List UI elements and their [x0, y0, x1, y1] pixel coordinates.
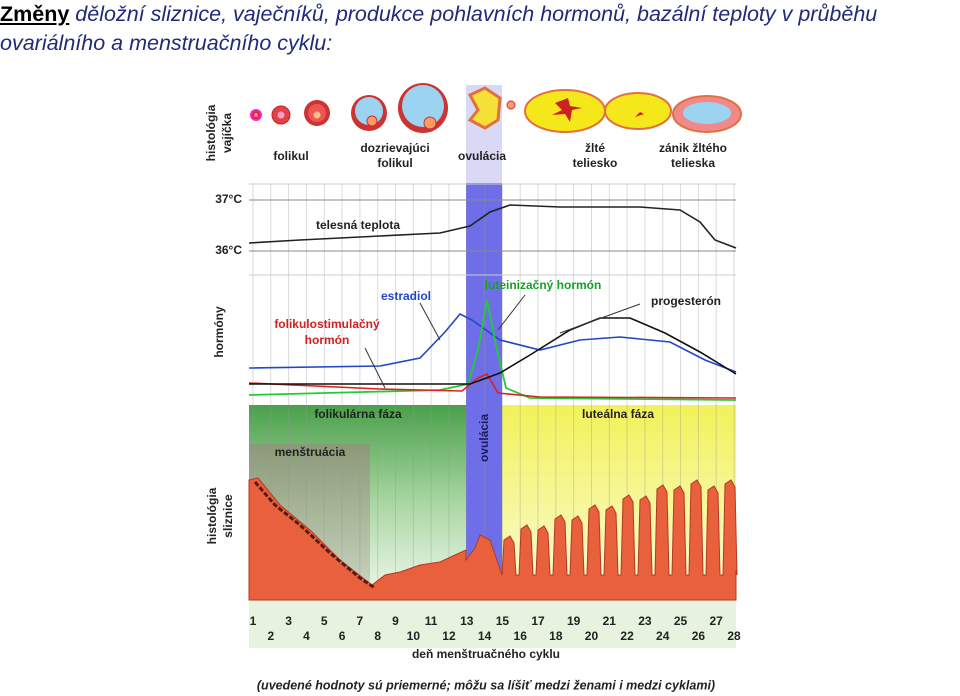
day-label: 9 — [392, 614, 399, 628]
hormone-label: progesterón — [651, 294, 721, 308]
day-label: 2 — [267, 629, 274, 643]
hormone-label: folikulostimulačný — [274, 317, 380, 331]
day-label: 1 — [250, 614, 257, 628]
row-label: vajíčka — [220, 113, 234, 153]
phase-label: menštruácia — [275, 445, 346, 459]
row-label: hormóny — [212, 306, 226, 358]
day-label: 26 — [692, 629, 706, 643]
note: (uvedené hodnoty sú priemerné; môžu sa l… — [257, 678, 715, 692]
day-label: 4 — [303, 629, 310, 643]
day-label: 5 — [321, 614, 328, 628]
day-label: 8 — [374, 629, 381, 643]
phase-label: folikulárna fáza — [314, 407, 402, 421]
stage-label: folikul — [273, 149, 308, 163]
temp-tick: 37°C — [215, 192, 242, 206]
title-text: děložní sliznice, vaječníků, produkce po… — [0, 2, 878, 55]
stage-label: teliesko — [573, 156, 618, 170]
day-label: 7 — [357, 614, 364, 628]
pointer-lines — [364, 294, 641, 389]
phase-label: ovulácia — [477, 414, 491, 462]
day-label: 17 — [531, 614, 545, 628]
temp-tick: 36°C — [215, 243, 242, 257]
row-label: histológia — [204, 104, 218, 161]
endometrium — [248, 477, 738, 601]
hormone-label: luteinizačný hormón — [485, 278, 602, 292]
row-label: sliznice — [221, 494, 235, 538]
day-label: 12 — [442, 629, 456, 643]
x-label: deň menštruačného cyklu — [412, 647, 560, 661]
day-labels: 1234567891011121314151617181920212223242… — [250, 614, 741, 643]
day-label: 24 — [656, 629, 670, 643]
day-label: 20 — [585, 629, 599, 643]
temp-label: telesná teplota — [316, 218, 400, 232]
stage-label: dozrievajúci — [360, 141, 429, 155]
day-label: 25 — [674, 614, 688, 628]
day-label: 11 — [425, 614, 438, 628]
hormone-label: estradiol — [381, 289, 431, 303]
day-label: 13 — [460, 614, 474, 628]
temperature-curve — [248, 204, 737, 249]
fsh-curve — [248, 372, 737, 399]
stage-label: ovulácia — [458, 149, 506, 163]
day-label: 3 — [285, 614, 292, 628]
egg-icons — [250, 83, 742, 133]
day-label: 14 — [478, 629, 492, 643]
stage-label: zánik žltého — [659, 141, 727, 155]
day-label: 23 — [638, 614, 652, 628]
phase-label: luteálna fáza — [582, 407, 654, 421]
title: Změny děložní sliznice, vaječníků, produ… — [0, 0, 955, 58]
day-label: 19 — [567, 614, 581, 628]
day-label: 18 — [549, 629, 563, 643]
row-label: histológia — [205, 487, 219, 544]
hormone-label: hormón — [305, 333, 350, 347]
day-label: 22 — [620, 629, 634, 643]
stage-label: žlté — [585, 141, 605, 155]
day-label: 16 — [514, 629, 528, 643]
estradiol-curve — [248, 313, 737, 373]
day-label: 27 — [710, 614, 724, 628]
day-label: 28 — [727, 629, 741, 643]
stage-label: telieska — [671, 156, 715, 170]
day-label: 10 — [407, 629, 421, 643]
stage-label: folikul — [377, 156, 412, 170]
ovulation-band — [466, 183, 502, 600]
day-label: 6 — [339, 629, 346, 643]
axis-area — [249, 600, 736, 648]
shed-layer — [253, 481, 376, 590]
day-label: 15 — [496, 614, 510, 628]
day-label: 21 — [603, 614, 617, 628]
title-bold: Změny — [0, 2, 70, 26]
